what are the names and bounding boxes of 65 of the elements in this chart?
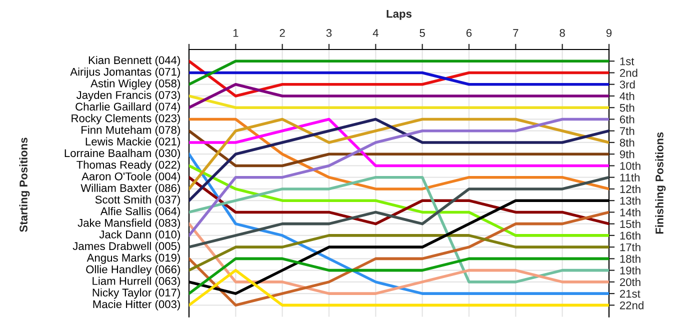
y-tick-label: 8th [620,138,634,147]
series-label: Finn Muteham (078) [82,126,180,136]
x-tick-label: 6 [466,29,472,37]
x-axis-title: Laps [386,10,412,20]
line-series [189,176,609,248]
y-tick-label: 19th [620,266,640,274]
series-label: Aaron O'Toole (004) [82,172,180,183]
series-label: Scott Smith (037) [95,195,180,206]
series-label: Ollie Handley (066) [86,265,180,276]
y-tick-label: 5th [620,104,634,112]
series-label: Liam Hurrell (063) [92,276,180,288]
series-label: William Baxter (086) [80,184,180,194]
series-label: Alfie Sallis (064) [100,207,180,218]
line-series [189,60,609,98]
y-tick-label: 18th [620,254,640,263]
y-tick-label: 6th [620,115,634,124]
x-tick-label: 8 [560,29,565,37]
series-label: Astin Wigley (058) [90,79,180,90]
text: Starting Positions [19,138,30,232]
series-label: Lorraine Baalham (030) [64,148,180,160]
y-tick-label: 7th [620,126,634,135]
line-series [189,152,609,295]
line-series [189,118,609,237]
y-tick-label: 17th [620,243,640,252]
series-label: Airijus Jomantas (071) [70,68,180,78]
y-tick-label: 3rd [620,80,635,88]
x-tick-label: 2 [280,29,285,37]
series-label: Jayden Francis (073) [76,90,180,102]
y-tick-label: 1st [620,58,634,66]
x-tick-label: 1 [233,29,238,37]
series-label: James Drabwell (005) [72,242,180,252]
y-tick-label: 16th [620,231,640,240]
y-tick-label: 12th [620,184,640,194]
y-tick-label: 22nd [620,301,644,310]
x-tick-label: 5 [420,29,425,37]
series-label: Lewis Mackie (021) [86,137,180,148]
series-label: Jack Dann (010) [99,230,180,241]
y-tick-label: 14th [620,208,640,216]
y-axis-title: Finishing Positions [655,132,666,234]
x-tick-label: 7 [513,29,518,37]
series-label: Jake Mansfield (083) [78,218,180,229]
y-tick-label: 2nd [620,68,638,77]
y-tick-label: 9th [620,150,634,158]
line-series [189,118,609,168]
line-series [189,210,609,307]
series-label: Rocky Clements (023) [72,114,180,124]
line-series [189,176,609,284]
series-label: Kian Bennett (044) [88,56,180,66]
y-tick-label: 15th [620,220,640,228]
series-label: Angus Marks (019) [86,254,180,264]
x-tick-label: 3 [326,29,332,37]
y-tick-label: 11th [620,173,640,182]
y-tick-label: 4th [620,92,634,100]
series-label: Charlie Gaillard (074) [76,102,180,113]
y-tick-label: 21st [620,290,640,298]
x-tick-label: 4 [372,29,378,37]
y-tick-label: 20th [620,278,640,286]
series-label: Macie Hitter (003) [93,300,180,310]
series-label: Thomas Ready (022) [76,160,180,171]
y-tick-label: 10th [620,162,640,170]
y-tick-label: 13th [620,196,640,205]
series-label: Nicky Taylor (017) [92,288,180,299]
line-series [189,164,609,237]
line-series [189,222,609,295]
x-tick-label: 9 [606,29,612,37]
